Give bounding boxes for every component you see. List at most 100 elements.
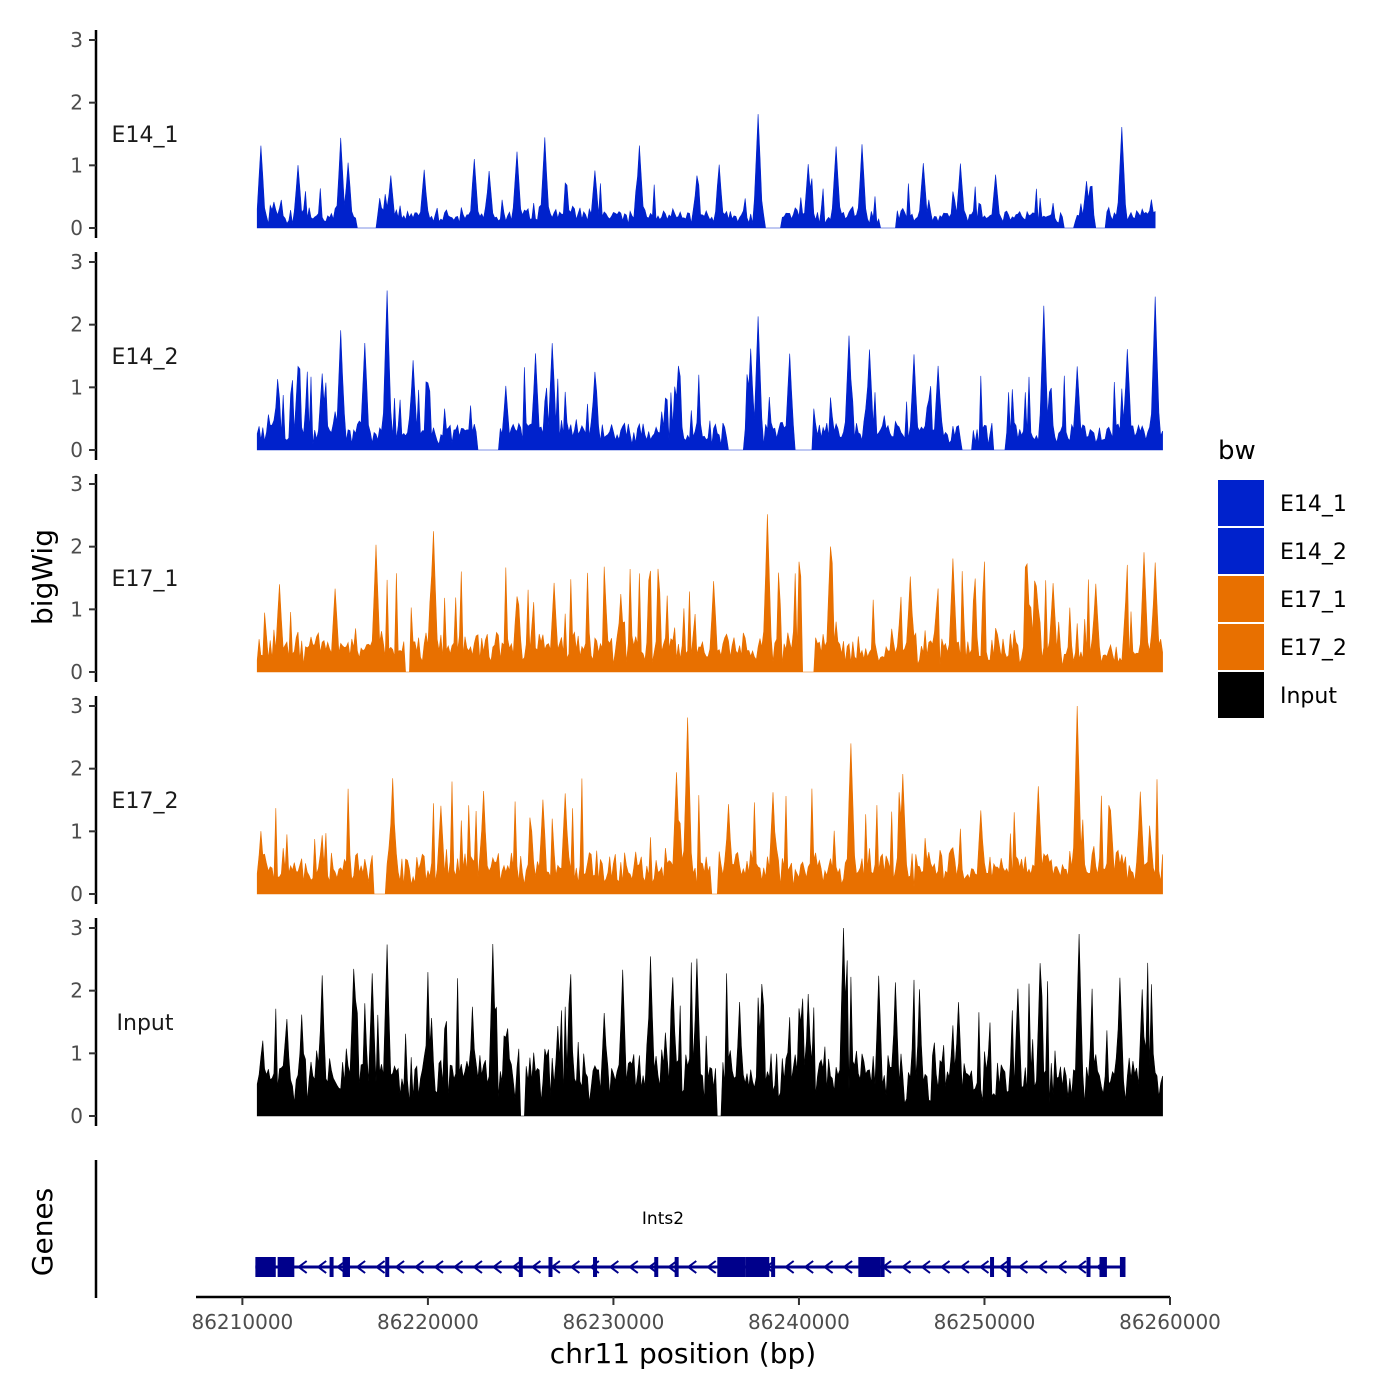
gene-exon (1006, 1257, 1011, 1277)
gene-exon (1086, 1257, 1091, 1277)
y-tick-label: 0 (70, 660, 83, 684)
legend-label: E17_2 (1280, 636, 1347, 661)
signal-area-E14_2 (256, 290, 1163, 451)
strand-arrow (316, 1260, 327, 1274)
y-tick-label: 1 (70, 597, 83, 621)
strand-arrow (472, 1260, 483, 1274)
strand-arrow (939, 1260, 951, 1274)
legend-title: bw (1218, 436, 1256, 466)
gene-exon (654, 1257, 659, 1277)
y-tick-label: 3 (70, 694, 83, 718)
gene-exon (277, 1257, 295, 1277)
y-tick-label: 3 (70, 250, 83, 274)
gene-exon (745, 1257, 770, 1277)
strand-arrow (920, 1260, 931, 1274)
strand-arrow (413, 1260, 425, 1274)
x-tick-label: 86250000 (934, 1310, 1036, 1334)
strand-arrow (822, 1260, 834, 1274)
strand-arrow (297, 1260, 308, 1274)
strand-arrow (1076, 1260, 1087, 1274)
strand-arrow (433, 1260, 444, 1274)
legend-swatch (1218, 528, 1264, 574)
strand-arrow (530, 1260, 542, 1274)
gene-exon (329, 1257, 334, 1277)
track-label: E17_2 (112, 789, 179, 814)
x-tick-label: 86260000 (1119, 1310, 1221, 1334)
legend-item-E17_2: E17_2 (1218, 624, 1347, 670)
y-tick-label: 2 (70, 535, 83, 559)
strand-arrow (998, 1260, 1009, 1274)
y-tick-label: 0 (70, 216, 83, 240)
track-label: E14_2 (112, 345, 179, 370)
track-label: Input (117, 1011, 174, 1036)
gene-track-label: Genes (26, 1188, 59, 1276)
y-tick-label: 2 (70, 313, 83, 337)
gene-exon (771, 1257, 776, 1277)
strand-arrow (706, 1260, 717, 1274)
y-axis-title: bigWig (26, 529, 59, 625)
strand-arrow (959, 1260, 970, 1274)
track-label: E14_1 (112, 123, 179, 148)
y-tick-label: 0 (70, 438, 83, 462)
legend-item-Input: Input (1218, 672, 1337, 718)
track-E14_2: 0 1 2 3 E14_2 (70, 250, 1163, 462)
signal-area-E17_1 (256, 514, 1163, 673)
strand-arrow (608, 1260, 619, 1274)
signal-area-E14_1 (256, 114, 1156, 229)
gene-exon (518, 1257, 523, 1277)
y-tick-label: 3 (70, 28, 83, 52)
legend-item-E17_1: E17_1 (1218, 576, 1347, 622)
x-axis: chr11 position (bp) 86210000 86220000 8623… (191, 1295, 1221, 1370)
y-tick-label: 1 (70, 1041, 83, 1065)
legend: bw E14_1 E14_2 E17_1 E17_2 Input (1218, 436, 1347, 718)
gene-exon (858, 1257, 881, 1277)
track-E17_2: 0 1 2 3 E17_2 (70, 694, 1163, 906)
gene-exon (548, 1257, 553, 1277)
strand-arrow (452, 1260, 464, 1274)
gene-Ints2 (255, 1257, 1126, 1277)
strand-arrow (1037, 1260, 1048, 1274)
x-tick-label: 86220000 (377, 1310, 479, 1334)
gene-exon (255, 1257, 276, 1277)
strand-arrow (394, 1260, 405, 1274)
track-E17_1: 0 1 2 3 E17_1 (70, 472, 1163, 684)
y-tick-label: 2 (70, 91, 83, 115)
x-tick-label: 86240000 (748, 1310, 850, 1334)
y-tick-label: 2 (70, 979, 83, 1003)
signal-area-E17_2 (256, 705, 1163, 895)
x-tick-label: 86230000 (563, 1310, 665, 1334)
y-tick-label: 0 (70, 882, 83, 906)
legend-item-E14_2: E14_2 (1218, 528, 1347, 574)
x-tick-label: 86210000 (191, 1310, 293, 1334)
strand-arrow (978, 1260, 990, 1274)
strand-arrow (1056, 1260, 1067, 1274)
gene-exon (1119, 1257, 1126, 1277)
strand-arrow (569, 1260, 580, 1274)
track-E14_1: 0 1 2 3 E14_1 (70, 28, 1156, 240)
strand-arrow (628, 1260, 639, 1274)
y-axis-title-group: bigWig (26, 529, 59, 625)
signal-tracks: 0 1 2 3 E14_1 0 1 2 3 E14_2 0 1 2 3 E17_1 0 1 2 3 E17_2 0 1 2 3… (70, 28, 1163, 1128)
gene-exon (717, 1257, 746, 1277)
strand-arrow (667, 1260, 678, 1274)
y-tick-label: 3 (70, 916, 83, 940)
gene-track: Genes Ints2 (26, 1160, 1126, 1298)
signal-area-Input (256, 927, 1163, 1117)
legend-label: Input (1280, 684, 1337, 709)
gene-exon (385, 1257, 390, 1277)
gene-exon (990, 1257, 995, 1277)
gene-exon (593, 1257, 598, 1277)
track-Input: 0 1 2 3 Input (70, 916, 1163, 1128)
strand-arrow (355, 1260, 366, 1274)
legend-label: E17_1 (1280, 588, 1347, 613)
legend-label: E14_2 (1280, 540, 1347, 565)
strand-arrow (1017, 1260, 1029, 1274)
y-tick-label: 1 (70, 153, 83, 177)
strand-arrow (784, 1260, 795, 1274)
y-tick-label: 2 (70, 757, 83, 781)
strand-arrow (900, 1260, 912, 1274)
strand-arrow (374, 1260, 386, 1274)
legend-swatch (1218, 576, 1264, 622)
legend-swatch (1218, 480, 1264, 526)
